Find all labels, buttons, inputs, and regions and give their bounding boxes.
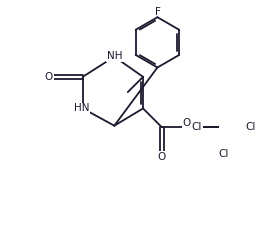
Text: O: O <box>157 152 165 162</box>
Text: HN: HN <box>74 103 90 114</box>
Text: Cl: Cl <box>192 122 202 132</box>
Text: Cl: Cl <box>218 149 229 159</box>
Text: O: O <box>45 72 53 82</box>
Text: O: O <box>183 118 191 128</box>
Text: F: F <box>155 7 161 17</box>
Text: NH: NH <box>107 51 122 61</box>
Text: Cl: Cl <box>245 122 255 132</box>
